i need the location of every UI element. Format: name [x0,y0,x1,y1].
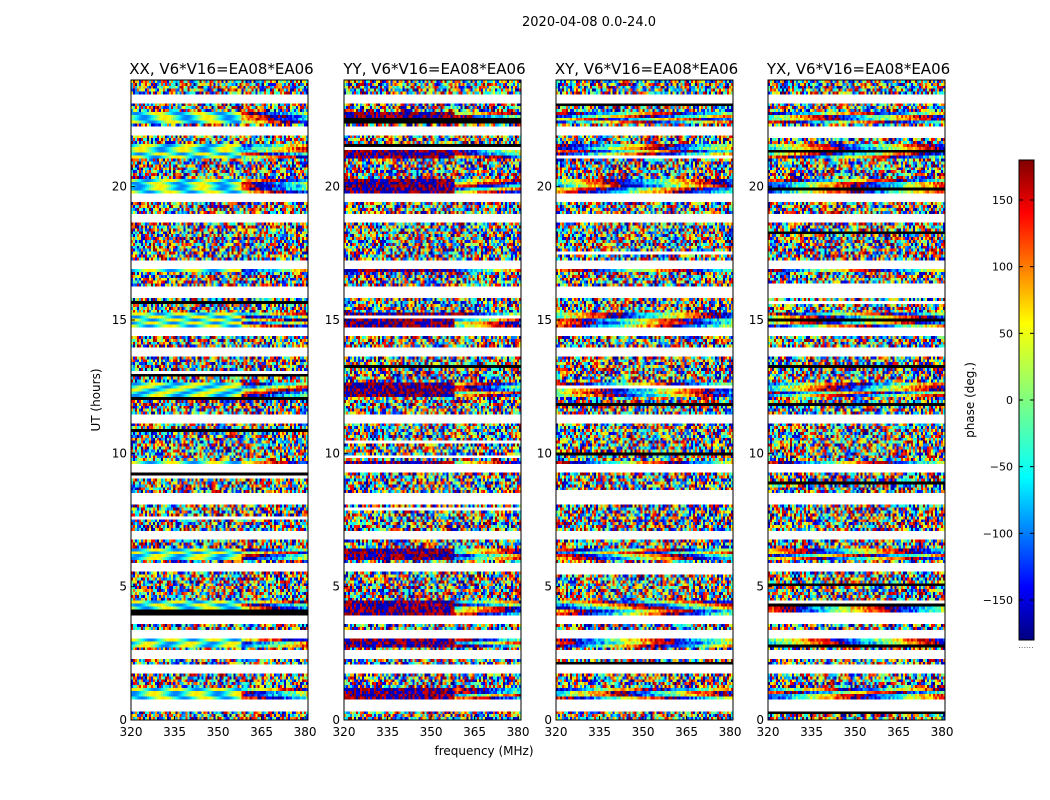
panel-3-ytick-label: 15 [537,313,552,327]
panel-3-frame [555,79,734,721]
panels-group: XX, V6*V16=EA08*EA06 320 335 350 365 380 0 5 10 1… [112,60,954,739]
panel-1-xtick-label: 320 [120,725,143,739]
panel-4-xtick-label: 350 [844,725,867,739]
y-axis-label: UT (hours) [89,368,103,431]
panel-2-ytick-label: 5 [332,580,340,594]
panel-2-title: YY, V6*V16=EA08*EA06 [342,60,525,78]
panel-3-xtick-label: 350 [632,725,655,739]
colorbar-tick-label: 100 [992,261,1013,274]
colorbar-label: phase (deg.) [963,362,977,438]
panel-3-xtick-label: 365 [675,725,698,739]
panel-1-xtick-label: 365 [250,725,273,739]
colorbar-dots: ...... [1018,641,1033,650]
panel-2-ytick-label: 20 [325,180,340,194]
colorbar-tick-label: 150 [992,194,1013,207]
panel-2-ytick-label: 0 [332,713,340,727]
panel-4-ytick-label: 5 [756,580,764,594]
colorbar: 150 100 50 0 −50 −100 −150 phase (deg.) ...... [963,159,1035,650]
panel-4-xtick-label: 320 [757,725,780,739]
panel-2-xtick-label: 320 [333,725,356,739]
panel-4-ytick-label: 15 [749,313,764,327]
panel-1-xtick-label: 380 [294,725,317,739]
panel-2-xtick-label: 335 [376,725,399,739]
panel-3-xtick-label: 320 [545,725,568,739]
panel-2-xtick-label: 380 [507,725,530,739]
panel-2-xtick-label: 365 [463,725,486,739]
panel-1-ytick-label: 20 [112,180,127,194]
panel-3-ytick-label: 20 [537,180,552,194]
panel-3-title: XY, V6*V16=EA08*EA06 [555,60,738,78]
colorbar-tick-label: −100 [983,527,1013,540]
panel-1-ytick-label: 15 [112,313,127,327]
panel-1-heatmap [131,80,308,720]
panel-3-ytick-label: 10 [537,446,552,460]
panel-2-ytick-label: 10 [325,446,340,460]
panel-3-xtick-label: 335 [588,725,611,739]
panel-3-ytick-label: 5 [544,580,552,594]
panel-3-ytick-label: 0 [544,713,552,727]
panel-1: XX, V6*V16=EA08*EA06 320 335 350 365 380 0 5 10 1… [112,60,317,739]
panel-2-ytick-label: 15 [325,313,340,327]
panel-3-heatmap [556,80,733,720]
panel-1-xtick-label: 350 [207,725,230,739]
panel-4-xtick-label: 335 [800,725,823,739]
panel-4-frame [767,79,946,721]
colorbar-tick-label: −50 [990,461,1013,474]
colorbar-ticks: 150 100 50 0 −50 −100 −150 [983,194,1034,607]
panel-2-xtick-label: 350 [420,725,443,739]
panel-4-ytick-label: 10 [749,446,764,460]
panel-2-heatmap [344,80,521,720]
panel-4-heatmap [768,80,945,720]
panel-3-xtick-label: 380 [719,725,742,739]
figure-suptitle: 2020-04-08 0.0-24.0 [522,15,656,30]
colorbar-tick-label: −150 [983,594,1013,607]
panel-3: XY, V6*V16=EA08*EA06 320 335 350 365 380 0 5 10 1… [537,60,742,739]
panel-4-ytick-label: 0 [756,713,764,727]
panel-4-xtick-label: 365 [887,725,910,739]
panel-1-title: XX, V6*V16=EA08*EA06 [129,60,313,78]
panel-2-frame [343,79,522,721]
panel-1-xtick-label: 335 [163,725,186,739]
panel-4: YX, V6*V16=EA08*EA06 320 335 350 365 380 0 5 10 1… [749,60,954,739]
panel-4-ytick-label: 20 [749,180,764,194]
colorbar-tick-label: 0 [1006,394,1013,407]
panel-2: YY, V6*V16=EA08*EA06 320 335 350 365 380 0 5 10 1… [325,60,530,739]
panel-4-xtick-label: 380 [931,725,954,739]
panel-1-ytick-label: 10 [112,446,127,460]
panel-4-title: YX, V6*V16=EA08*EA06 [766,60,950,78]
panel-1-frame [130,79,309,721]
x-axis-label: frequency (MHz) [434,744,533,758]
panel-1-ytick-label: 0 [119,713,127,727]
colorbar-tick-label: 50 [999,327,1013,340]
panel-1-ytick-label: 5 [119,580,127,594]
